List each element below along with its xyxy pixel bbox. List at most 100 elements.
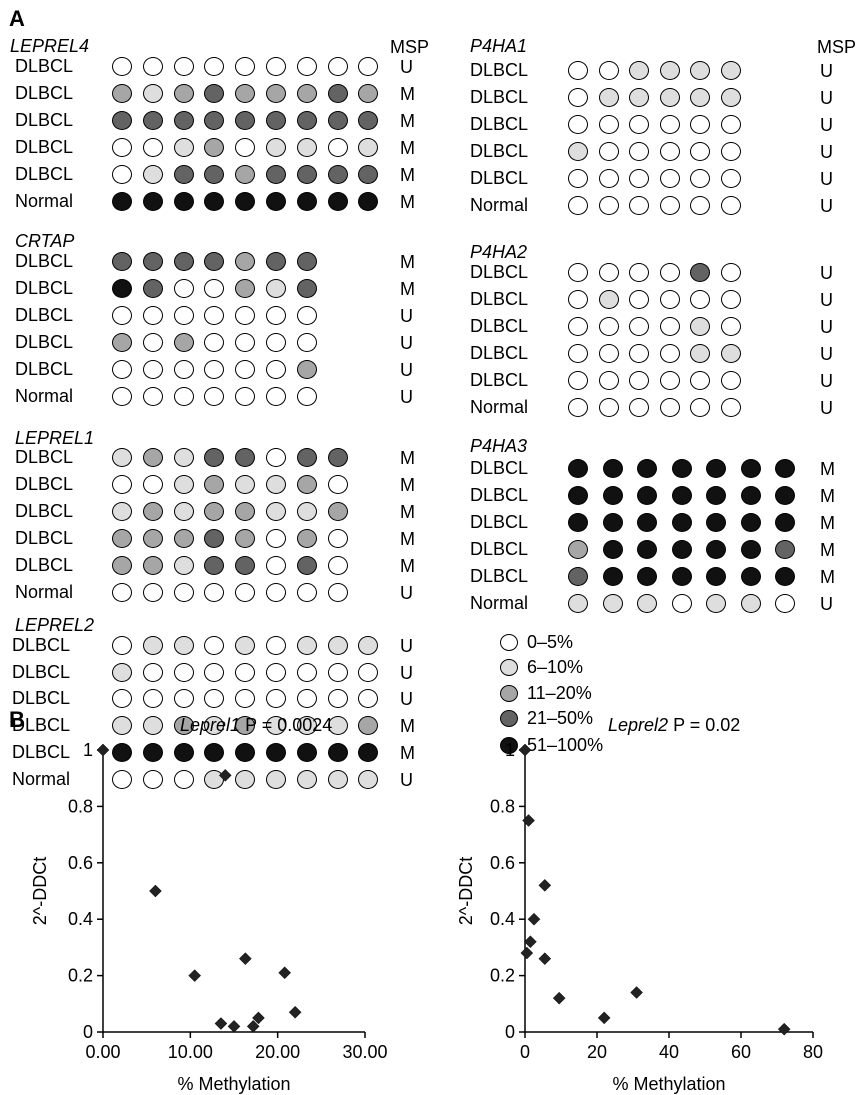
- methylation-dot: [296, 306, 317, 325]
- methylation-dot: [637, 540, 657, 559]
- methylation-dot: [690, 61, 710, 80]
- y-tick-label: 0.4: [490, 909, 515, 929]
- msp-status: M: [400, 165, 415, 185]
- sample-label: Normal: [15, 582, 74, 602]
- methylation-dot: [173, 192, 194, 211]
- sample-label: DLBCL: [470, 343, 529, 363]
- sample-label: DLBCL: [15, 305, 74, 325]
- methylation-dot: [659, 196, 680, 215]
- data-point: [227, 1020, 241, 1033]
- methylation-dot: [629, 317, 649, 336]
- msp-status: U: [400, 663, 413, 683]
- methylation-dot: [720, 142, 741, 161]
- x-tick-label: 0: [520, 1042, 530, 1062]
- methylation-dot: [637, 513, 657, 532]
- methylation-dot: [568, 290, 588, 309]
- x-tick-label: 0.00: [85, 1042, 120, 1062]
- methylation-dot: [112, 192, 132, 211]
- sample-label: DLBCL: [470, 539, 529, 559]
- methylation-dot: [112, 111, 132, 130]
- methylation-dot: [720, 344, 741, 363]
- methylation-dot: [598, 61, 619, 80]
- methylation-dot: [327, 716, 348, 735]
- methylation-dot: [327, 138, 348, 157]
- methylation-dot: [629, 88, 649, 107]
- methylation-dot: [690, 142, 710, 161]
- methylation-dot: [112, 689, 132, 708]
- methylation-dot: [602, 459, 623, 478]
- methylation-dot: [204, 279, 225, 298]
- methylation-dot: [659, 142, 680, 161]
- sample-label: DLBCL: [15, 332, 74, 352]
- sample-label: Normal: [470, 397, 529, 417]
- methylation-dot: [112, 279, 132, 298]
- methylation-dot: [235, 529, 256, 548]
- sample-label: DLBCL: [15, 528, 74, 548]
- methylation-dot: [706, 486, 726, 505]
- methylation-dot: [568, 594, 588, 613]
- methylation-dot: [112, 636, 132, 655]
- methylation-dot: [266, 689, 286, 708]
- methylation-dot: [142, 387, 163, 406]
- plot2-title-gene: Leprel2: [608, 715, 669, 735]
- x-tick-label: 20.00: [255, 1042, 300, 1062]
- sample-label: DLBCL: [15, 56, 74, 76]
- methylation-dot: [568, 115, 588, 134]
- sample-label: DLBCL: [470, 566, 529, 586]
- methylation-dot: [568, 61, 588, 80]
- msp-status: M: [400, 743, 415, 763]
- msp-status: U: [820, 371, 833, 391]
- methylation-dot: [568, 513, 588, 532]
- methylation-dot: [598, 196, 619, 215]
- data-point: [630, 986, 643, 999]
- methylation-dot: [637, 567, 657, 586]
- methylation-dot: [602, 513, 623, 532]
- methylation-dot: [358, 636, 379, 655]
- methylation-dot: [173, 57, 194, 76]
- msp-status: M: [400, 502, 415, 522]
- msp-status: M: [820, 567, 835, 587]
- methylation-dot: [358, 663, 379, 682]
- methylation-dot: [296, 770, 317, 789]
- methylation-dot: [142, 636, 163, 655]
- sample-label: DLBCL: [15, 278, 74, 298]
- methylation-dot: [112, 502, 132, 521]
- methylation-dot: [142, 165, 163, 184]
- sample-label: DLBCL: [12, 688, 71, 708]
- y-tick-label: 0.8: [490, 796, 515, 816]
- methylation-dot: [720, 398, 741, 417]
- methylation-dot: [235, 306, 256, 325]
- methylation-dot: [235, 333, 256, 352]
- methylation-dot: [173, 448, 194, 467]
- methylation-dot: [142, 475, 163, 494]
- y-tick-label: 0.6: [68, 853, 93, 873]
- methylation-dot: [568, 567, 588, 586]
- msp-status: M: [400, 716, 415, 736]
- methylation-dot: [266, 583, 286, 602]
- methylation-dot: [602, 540, 623, 559]
- methylation-dot: [235, 111, 256, 130]
- methylation-dot: [327, 165, 348, 184]
- methylation-dot: [296, 689, 317, 708]
- methylation-dot: [358, 716, 379, 735]
- methylation-dot: [629, 344, 649, 363]
- methylation-dot: [602, 594, 623, 613]
- methylation-dot: [142, 279, 163, 298]
- sample-label: DLBCL: [15, 251, 74, 271]
- methylation-dot: [720, 61, 741, 80]
- methylation-dot: [358, 770, 379, 789]
- data-point: [288, 1005, 302, 1019]
- methylation-dot: [112, 583, 132, 602]
- sample-label: DLBCL: [15, 555, 74, 575]
- data-point: [527, 912, 541, 926]
- methylation-dot: [112, 475, 132, 494]
- methylation-dot: [235, 636, 256, 655]
- sample-label: Normal: [470, 195, 529, 215]
- methylation-dot: [358, 111, 379, 130]
- methylation-dot: [266, 252, 286, 271]
- methylation-dot: [173, 716, 194, 735]
- methylation-dot: [775, 459, 795, 478]
- methylation-dot: [142, 716, 163, 735]
- methylation-dot: [327, 192, 348, 211]
- methylation-dot: [235, 583, 256, 602]
